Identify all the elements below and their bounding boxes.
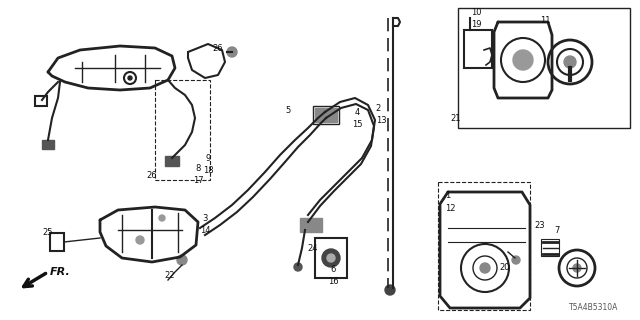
Text: 20: 20 <box>500 263 510 273</box>
Text: 4: 4 <box>355 108 360 116</box>
Text: 21: 21 <box>451 114 461 123</box>
Text: 12: 12 <box>445 204 455 212</box>
Text: T5A4B5310A: T5A4B5310A <box>568 303 618 312</box>
Text: 1: 1 <box>445 190 451 199</box>
Circle shape <box>294 263 302 271</box>
Text: 26: 26 <box>212 44 223 52</box>
Text: 7: 7 <box>554 226 560 235</box>
Text: 6: 6 <box>330 266 336 275</box>
Text: 8: 8 <box>195 164 201 172</box>
Text: 23: 23 <box>534 220 545 229</box>
Bar <box>313 106 339 124</box>
Text: 25: 25 <box>43 228 53 236</box>
Circle shape <box>177 255 187 265</box>
Text: 18: 18 <box>203 165 213 174</box>
Bar <box>464 30 492 68</box>
Bar <box>35 96 47 106</box>
Text: 10: 10 <box>471 7 481 17</box>
Text: FR.: FR. <box>50 267 71 277</box>
Bar <box>315 238 347 278</box>
Text: 16: 16 <box>328 277 339 286</box>
Circle shape <box>512 256 520 264</box>
Circle shape <box>573 264 581 272</box>
Circle shape <box>385 285 395 295</box>
Circle shape <box>513 50 533 70</box>
Text: 3: 3 <box>202 213 208 222</box>
Text: 13: 13 <box>376 116 387 124</box>
Circle shape <box>227 47 237 57</box>
Bar <box>42 140 54 149</box>
Bar <box>438 182 530 310</box>
Text: 26: 26 <box>147 171 157 180</box>
Bar <box>315 108 337 122</box>
Text: 17: 17 <box>193 175 204 185</box>
Text: 24: 24 <box>308 244 318 252</box>
Bar <box>541 239 559 256</box>
Text: 9: 9 <box>205 154 211 163</box>
Bar <box>50 233 64 251</box>
Circle shape <box>136 236 144 244</box>
Bar <box>155 80 210 180</box>
Bar <box>458 8 630 128</box>
Circle shape <box>322 249 340 267</box>
Text: 5: 5 <box>285 106 291 115</box>
Text: 15: 15 <box>352 119 362 129</box>
Circle shape <box>564 56 576 68</box>
Bar <box>165 156 179 166</box>
Circle shape <box>159 215 165 221</box>
Circle shape <box>480 263 490 273</box>
Text: 19: 19 <box>471 20 481 28</box>
Circle shape <box>128 76 132 80</box>
Text: 22: 22 <box>164 270 175 279</box>
Bar <box>300 218 322 232</box>
Text: 2: 2 <box>376 103 381 113</box>
Circle shape <box>327 254 335 262</box>
Text: 11: 11 <box>540 15 550 25</box>
Text: 14: 14 <box>200 226 211 235</box>
